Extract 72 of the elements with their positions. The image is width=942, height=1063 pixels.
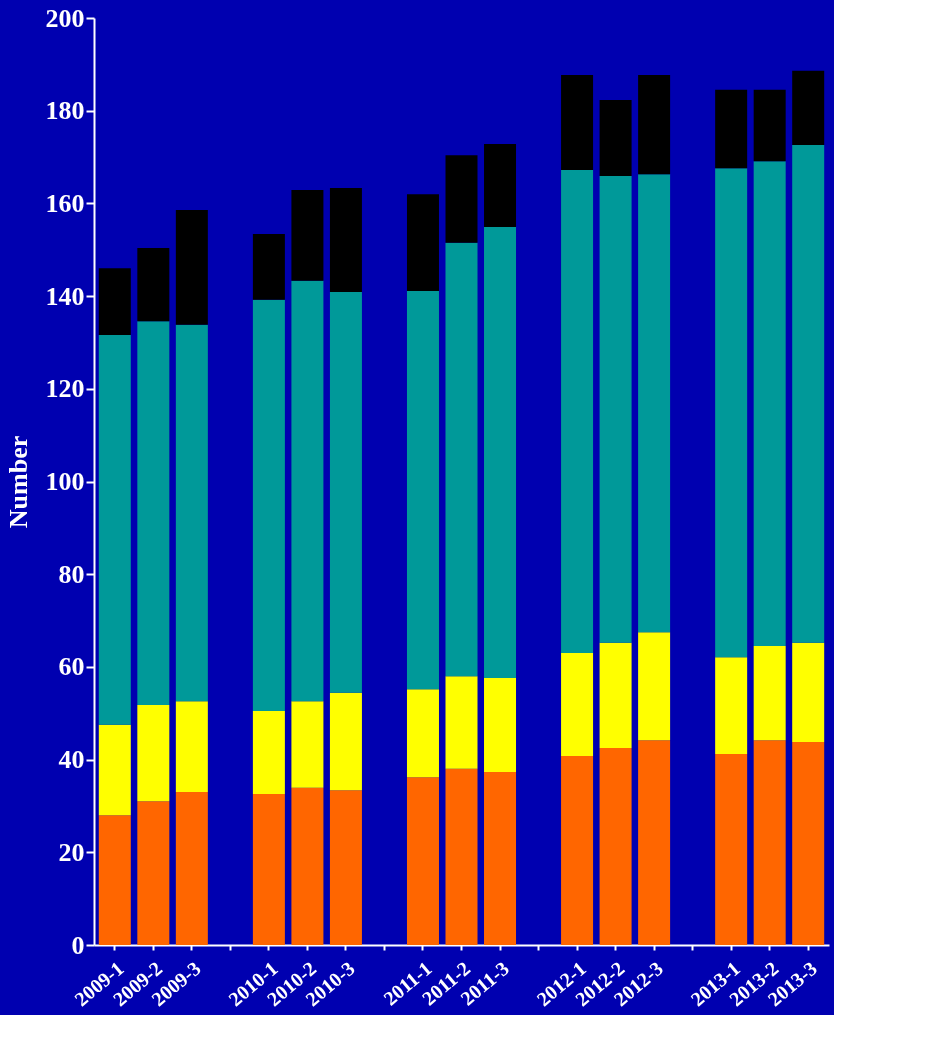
bar (753, 161, 786, 647)
bar (599, 100, 632, 177)
bar (484, 144, 517, 228)
y-tick-label: 160 (45, 188, 85, 218)
bar (406, 777, 439, 945)
bar (561, 755, 594, 945)
y-tick-label: 20 (58, 837, 85, 867)
bar (98, 268, 131, 336)
y-tick-label: 60 (58, 652, 85, 682)
bar (406, 194, 439, 291)
bar (137, 801, 170, 945)
bar (175, 701, 208, 793)
bar (252, 793, 285, 945)
y-tick-label: 200 (45, 3, 85, 33)
bar (291, 701, 324, 788)
y-tick-label: 40 (58, 745, 85, 775)
bar (329, 790, 362, 945)
bar (561, 653, 594, 756)
bar (599, 748, 632, 945)
bar (638, 75, 671, 175)
bar (599, 176, 632, 643)
bar (638, 740, 671, 945)
bar (715, 657, 748, 755)
bar (792, 145, 825, 643)
bar (445, 676, 478, 769)
bar (715, 168, 748, 658)
y-tick-label: 0 (71, 930, 85, 960)
bar (98, 815, 131, 945)
bar (561, 170, 594, 653)
y-axis-title: Number (3, 435, 33, 529)
bar (484, 227, 517, 679)
bar (252, 299, 285, 711)
bar (638, 632, 671, 741)
bar (715, 754, 748, 945)
bar (753, 646, 786, 741)
bar (291, 280, 324, 702)
bar (599, 642, 632, 749)
bar (137, 321, 170, 705)
bar (175, 324, 208, 702)
y-tick-label: 120 (45, 374, 85, 404)
y-tick-label: 180 (45, 96, 85, 126)
bar (792, 741, 825, 945)
bar (329, 188, 362, 292)
bar (792, 642, 825, 742)
bar (484, 772, 517, 945)
bar (445, 768, 478, 945)
bar (638, 174, 671, 633)
bar (291, 787, 324, 945)
bar (406, 689, 439, 778)
bar (561, 75, 594, 171)
bar (137, 247, 170, 322)
bar (329, 692, 362, 791)
bar (291, 189, 324, 281)
bar (175, 209, 208, 325)
bar (175, 792, 208, 945)
bar (137, 704, 170, 802)
bar (484, 678, 517, 773)
bar (252, 710, 285, 794)
y-tick-label: 80 (58, 559, 85, 589)
bar (792, 70, 825, 145)
bar (715, 89, 748, 169)
bar (445, 155, 478, 243)
bar (445, 242, 478, 677)
bar (753, 89, 786, 162)
bar (329, 291, 362, 693)
bar (753, 740, 786, 945)
y-tick-label: 140 (45, 281, 85, 311)
bar (252, 233, 285, 300)
bar (406, 291, 439, 690)
bar (98, 335, 131, 725)
y-tick-label: 100 (45, 467, 85, 496)
bar (98, 724, 131, 816)
